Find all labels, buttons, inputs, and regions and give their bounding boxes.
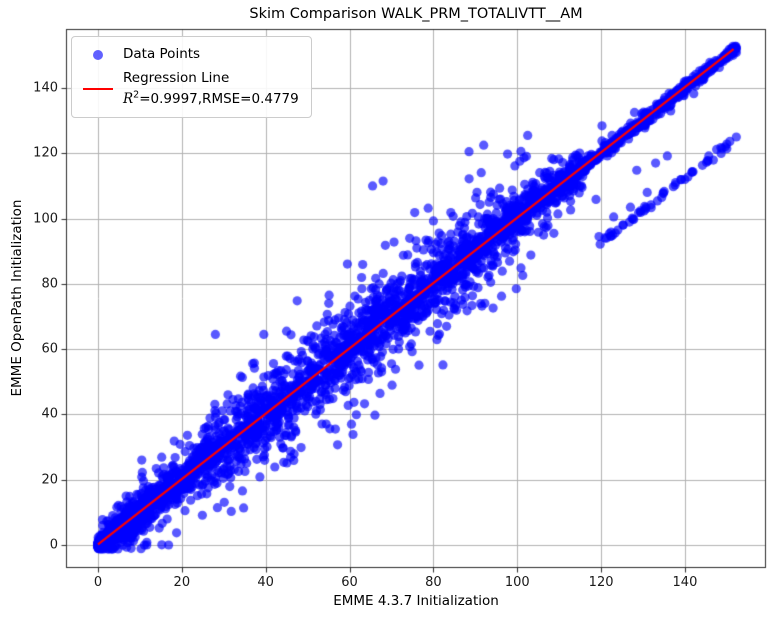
r-symbol: R: [123, 91, 134, 107]
regression-line-marker-icon: [82, 88, 113, 90]
x-tick-label-20: 20: [173, 575, 191, 590]
y-tick-label-80: 80: [41, 276, 58, 292]
y-tick-label-0: 0: [49, 537, 58, 553]
y-tick-label-140: 140: [33, 80, 58, 96]
x-tick-label-40: 40: [257, 575, 274, 590]
y-tick-label-40: 40: [41, 406, 58, 422]
x-tick-label-100: 100: [504, 575, 530, 590]
legend-label-regression: Regression Line: [123, 70, 230, 86]
x-tick-label-60: 60: [341, 575, 358, 590]
legend: Data Points Regression Line R2=0.9997,RM…: [71, 36, 312, 118]
r2-rmse-values: =0.9997,RMSE=0.4779: [139, 91, 299, 107]
x-tick-label-0: 0: [93, 575, 103, 590]
legend-label-stats: R2=0.9997,RMSE=0.4779: [123, 89, 299, 110]
legend-label-data-points: Data Points: [123, 46, 201, 62]
y-axis-label: EMME OpenPath Initialization: [9, 199, 25, 397]
legend-entry-regression: Regression Line R2=0.9997,RMSE=0.4779: [79, 68, 299, 110]
x-tick-label-80: 80: [425, 575, 442, 590]
x-tick-label-140: 140: [672, 575, 698, 590]
r-exponent: 2: [133, 89, 140, 101]
data-points-marker-icon: [92, 49, 103, 60]
y-tick-label-120: 120: [33, 145, 58, 161]
legend-regression-text-block: Regression Line R2=0.9997,RMSE=0.4779: [123, 68, 299, 110]
x-axis-label: EMME 4.3.7 Initialization: [333, 593, 499, 609]
y-tick-label-20: 20: [41, 472, 58, 488]
y-tick-label-60: 60: [41, 341, 58, 357]
legend-handle: [79, 88, 116, 90]
legend-entry-data-points: Data Points: [79, 44, 299, 65]
legend-handle: [79, 49, 116, 60]
x-tick-label-120: 120: [588, 575, 614, 590]
chart-title: Skim Comparison WALK_PRM_TOTALIVTT__AM: [249, 6, 583, 22]
y-tick-label-100: 100: [33, 211, 58, 227]
